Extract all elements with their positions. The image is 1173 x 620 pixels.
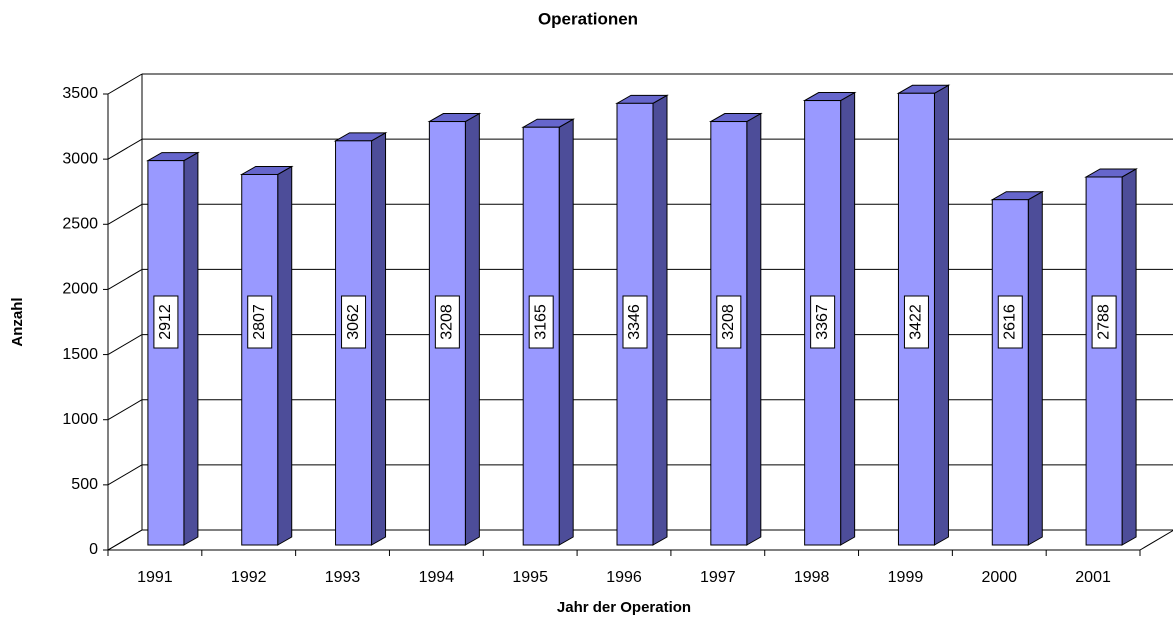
value-label: 2807 bbox=[251, 304, 268, 340]
y-tick-label: 0 bbox=[89, 541, 98, 558]
grid-line bbox=[107, 203, 143, 225]
y-axis-label: Anzahl bbox=[9, 297, 26, 346]
grid-line bbox=[107, 464, 143, 486]
value-label: 3367 bbox=[814, 304, 831, 340]
value-label-box bbox=[341, 295, 367, 349]
bar bbox=[239, 165, 294, 546]
bar-side bbox=[558, 118, 574, 546]
value-label: 2912 bbox=[157, 304, 174, 340]
bar bbox=[802, 91, 857, 546]
bar-front bbox=[147, 160, 185, 546]
value-label: 2616 bbox=[1001, 304, 1018, 340]
bar bbox=[146, 151, 200, 546]
bar-front bbox=[1085, 176, 1123, 546]
value-label: 3165 bbox=[532, 304, 549, 340]
y-tick-label: 3500 bbox=[62, 85, 98, 102]
bar-side bbox=[746, 112, 762, 546]
y-tick-label: 2500 bbox=[62, 216, 98, 233]
bar-side bbox=[840, 91, 856, 546]
bar-front bbox=[991, 199, 1029, 546]
x-tick-label: 1991 bbox=[137, 569, 173, 586]
value-label: 2788 bbox=[1095, 304, 1112, 340]
value-label-box bbox=[716, 295, 742, 349]
chart-title: Operationen bbox=[538, 9, 638, 28]
bar-side bbox=[464, 112, 480, 546]
x-axis-label: Jahr der Operation bbox=[557, 599, 691, 616]
y-tick-label: 1500 bbox=[62, 346, 98, 363]
x-tick-label: 1996 bbox=[606, 569, 642, 586]
value-label-box bbox=[903, 295, 929, 349]
grid-line bbox=[107, 334, 143, 356]
value-label-box bbox=[622, 295, 648, 349]
value-label: 3062 bbox=[345, 304, 362, 340]
y-tick-label: 1000 bbox=[62, 411, 98, 428]
bar-side bbox=[371, 131, 387, 546]
value-label-box bbox=[810, 295, 836, 349]
bar-side bbox=[652, 94, 668, 546]
value-label: 3208 bbox=[720, 304, 737, 340]
value-label: 3422 bbox=[908, 304, 925, 340]
y-tick-label: 3000 bbox=[62, 150, 98, 167]
bar-side bbox=[933, 84, 949, 546]
grid-line bbox=[107, 399, 143, 421]
bar-side bbox=[277, 165, 293, 546]
y-tick-label: 2000 bbox=[62, 281, 98, 298]
value-label-box bbox=[434, 295, 460, 349]
x-tick-label: 1995 bbox=[512, 569, 548, 586]
bar bbox=[990, 190, 1045, 546]
x-tick-label: 1993 bbox=[325, 569, 361, 586]
value-label: 3346 bbox=[626, 304, 643, 340]
x-tick-label: 2001 bbox=[1075, 569, 1111, 586]
value-label: 3208 bbox=[439, 304, 456, 340]
grid-line bbox=[107, 529, 143, 551]
bar-front bbox=[241, 173, 279, 546]
x-tick-label: 1994 bbox=[419, 569, 455, 586]
grid-line bbox=[107, 73, 143, 95]
bar-side bbox=[183, 151, 199, 546]
x-tick-label: 1992 bbox=[231, 569, 267, 586]
bar bbox=[1084, 168, 1138, 546]
x-tick-label: 1999 bbox=[888, 569, 924, 586]
value-label-box bbox=[247, 295, 273, 349]
x-tick-label: 1997 bbox=[700, 569, 736, 586]
bar-side bbox=[1121, 168, 1137, 546]
value-label-box bbox=[528, 295, 554, 349]
x-tick-label: 1998 bbox=[794, 569, 830, 586]
grid-line bbox=[107, 138, 143, 160]
value-label-box bbox=[153, 295, 179, 349]
bar-side bbox=[1027, 190, 1043, 546]
value-label-box bbox=[997, 295, 1023, 349]
x-tick-label: 2000 bbox=[981, 569, 1017, 586]
value-label-box bbox=[1091, 295, 1117, 349]
grid-line bbox=[107, 268, 143, 290]
y-tick-label: 500 bbox=[71, 476, 98, 493]
